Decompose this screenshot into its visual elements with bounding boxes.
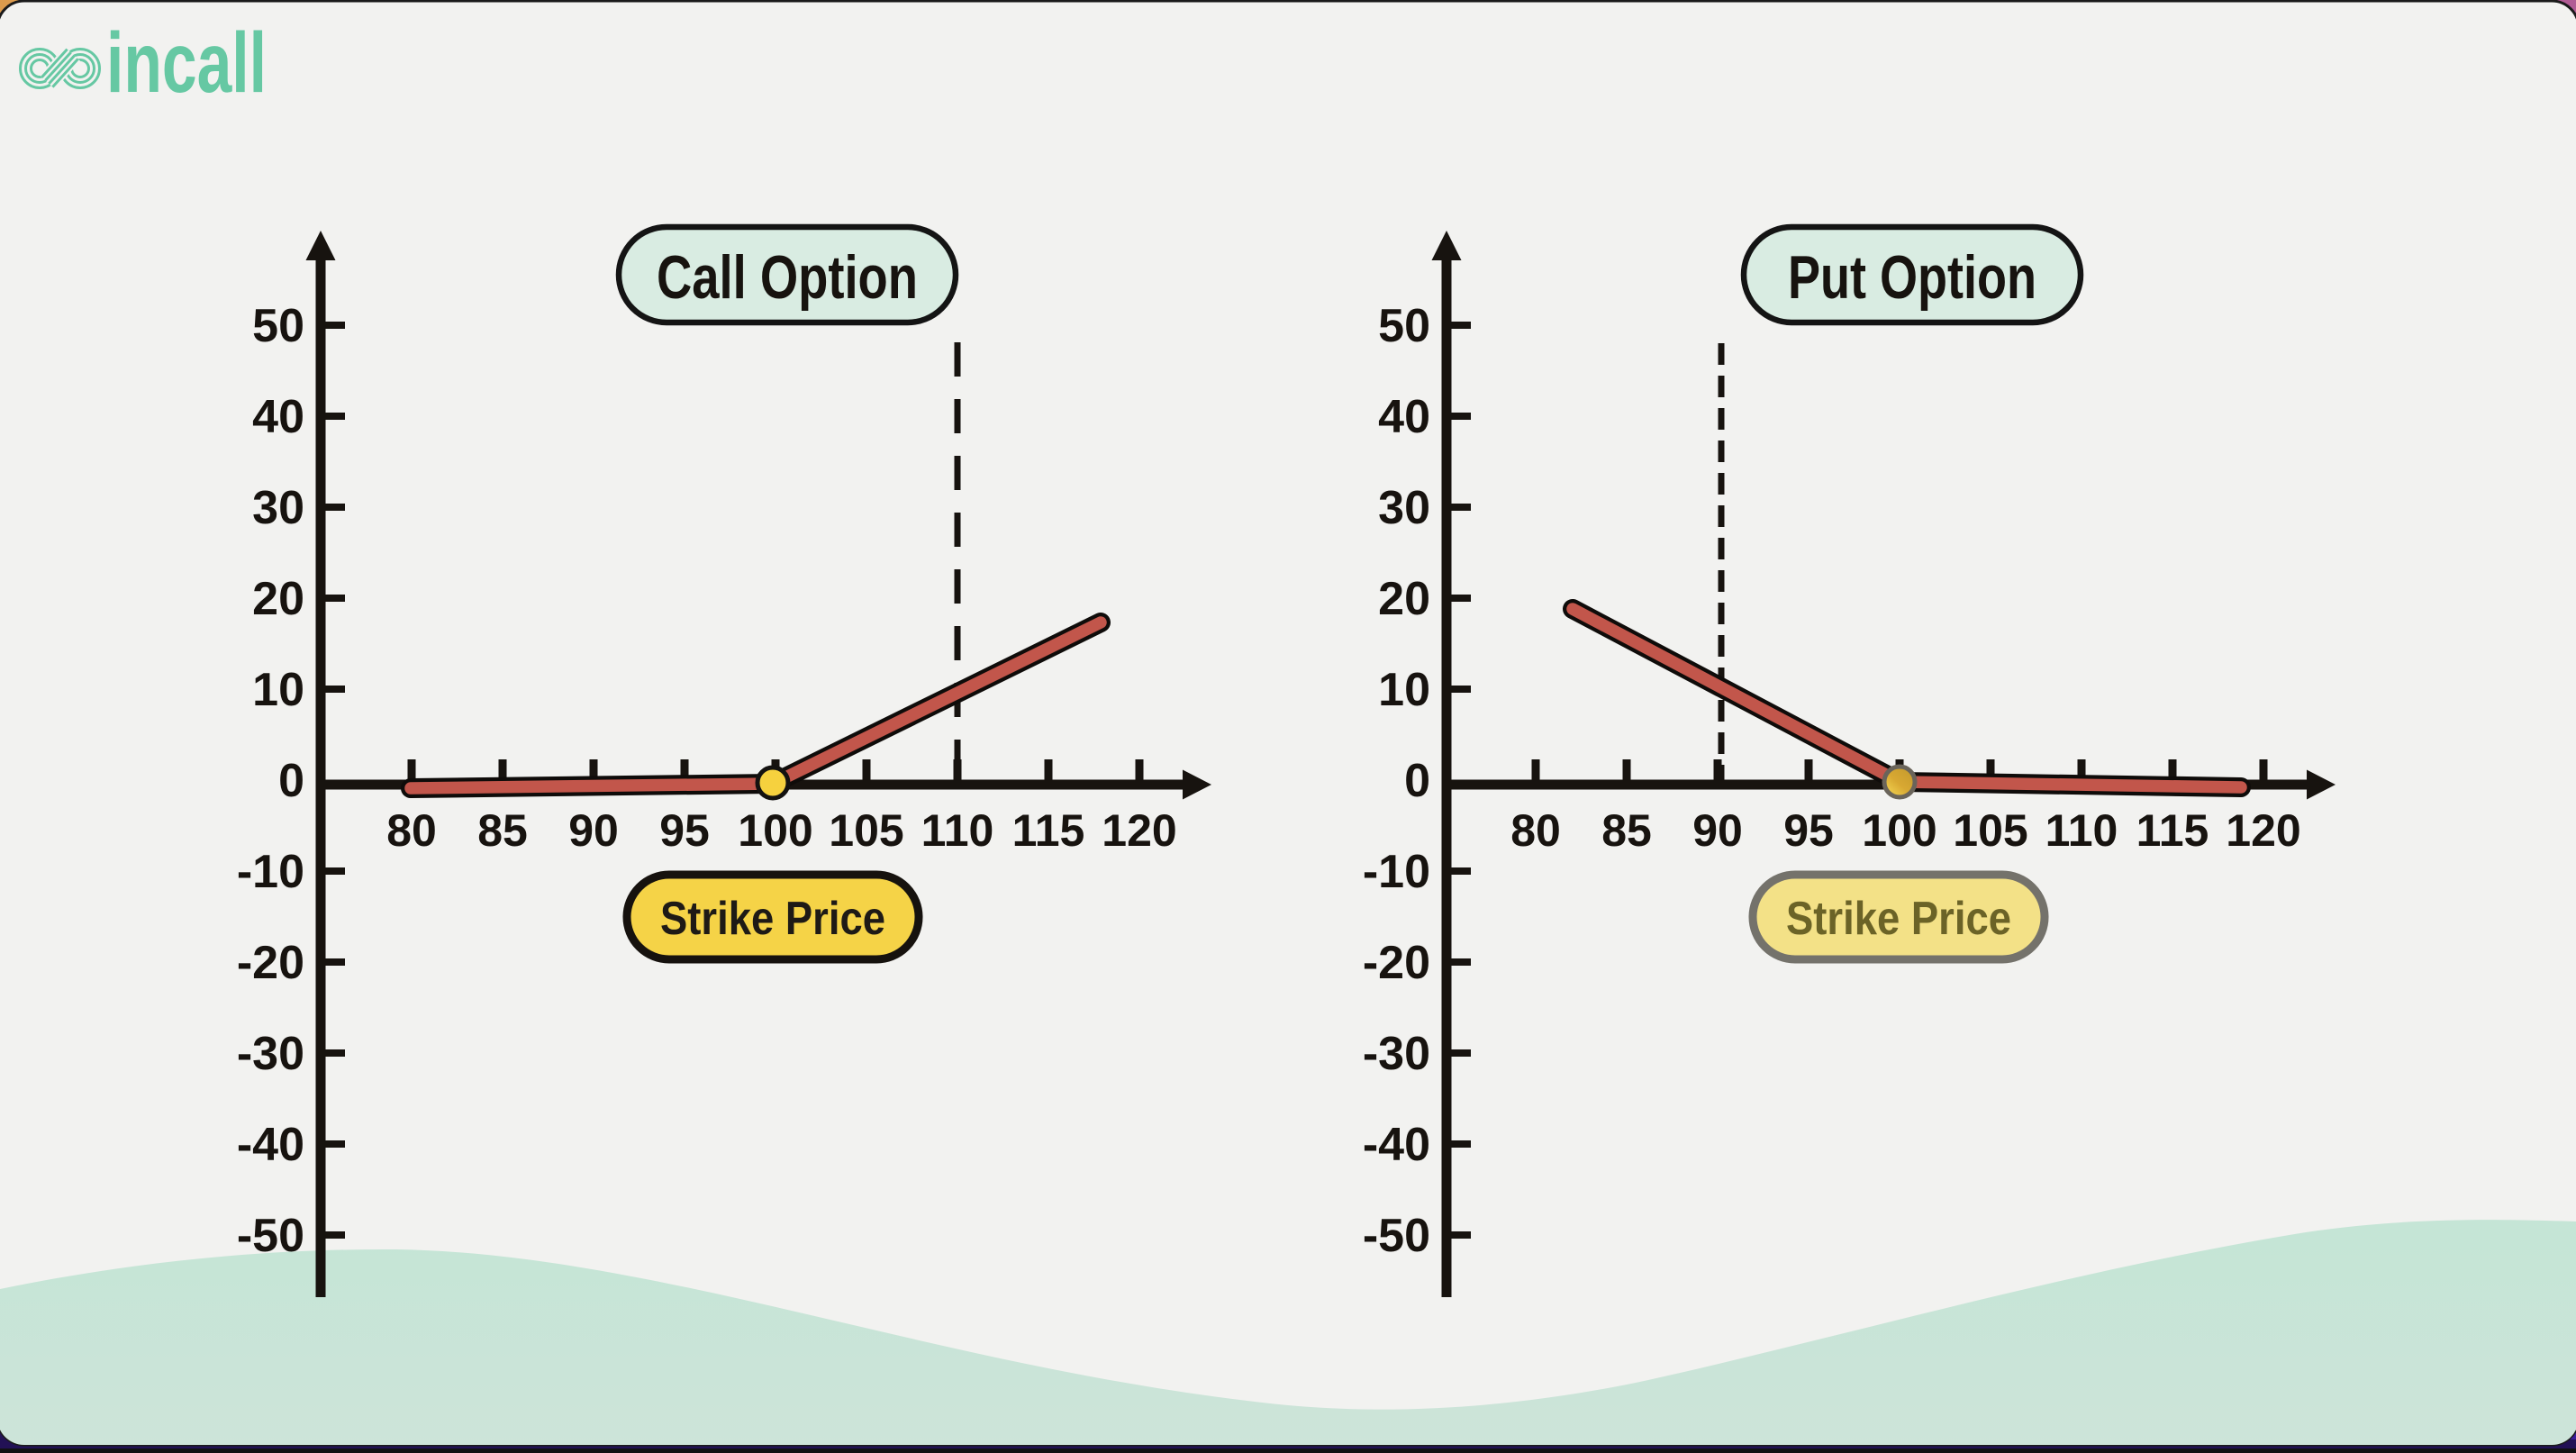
- svg-text:20: 20: [1378, 573, 1430, 625]
- svg-text:-10: -10: [1363, 846, 1430, 898]
- svg-text:20: 20: [252, 573, 304, 625]
- svg-text:0: 0: [278, 755, 304, 807]
- svg-text:80: 80: [386, 805, 437, 856]
- svg-text:Put Option: Put Option: [1788, 243, 2036, 312]
- svg-text:110: 110: [2045, 805, 2118, 856]
- svg-text:0: 0: [1404, 755, 1430, 807]
- svg-text:-30: -30: [1363, 1028, 1430, 1080]
- svg-text:120: 120: [1102, 805, 1176, 856]
- svg-text:120: 120: [2226, 805, 2300, 856]
- svg-text:85: 85: [477, 805, 528, 856]
- svg-text:90: 90: [568, 805, 619, 856]
- svg-text:-20: -20: [237, 937, 304, 989]
- svg-text:50: 50: [1378, 300, 1430, 352]
- svg-text:Strike Price: Strike Price: [1786, 893, 2011, 945]
- svg-text:105: 105: [1953, 805, 2027, 856]
- svg-text:115: 115: [2136, 805, 2209, 856]
- svg-text:115: 115: [1012, 805, 1085, 856]
- svg-text:-50: -50: [1363, 1210, 1430, 1262]
- svg-text:10: 10: [1378, 664, 1430, 716]
- svg-text:40: 40: [252, 391, 304, 443]
- svg-text:30: 30: [252, 482, 304, 534]
- svg-text:40: 40: [1378, 391, 1430, 443]
- svg-text:100: 100: [738, 805, 812, 856]
- svg-text:30: 30: [1378, 482, 1430, 534]
- svg-text:-50: -50: [237, 1210, 304, 1262]
- svg-text:95: 95: [1783, 805, 1834, 856]
- svg-text:50: 50: [252, 300, 304, 352]
- svg-text:95: 95: [659, 805, 710, 856]
- svg-text:110: 110: [921, 805, 994, 856]
- svg-text:incall: incall: [106, 15, 267, 111]
- svg-text:-40: -40: [1363, 1119, 1430, 1171]
- svg-text:-10: -10: [237, 846, 304, 898]
- svg-text:105: 105: [829, 805, 903, 856]
- svg-text:Call Option: Call Option: [657, 243, 918, 312]
- svg-text:-30: -30: [237, 1028, 304, 1080]
- svg-text:10: 10: [252, 664, 304, 716]
- svg-text:-20: -20: [1363, 937, 1430, 989]
- svg-text:80: 80: [1510, 805, 1561, 856]
- svg-text:90: 90: [1692, 805, 1743, 856]
- svg-text:Strike Price: Strike Price: [660, 893, 885, 945]
- svg-text:85: 85: [1601, 805, 1652, 856]
- svg-text:-40: -40: [237, 1119, 304, 1171]
- svg-text:100: 100: [1862, 805, 1937, 856]
